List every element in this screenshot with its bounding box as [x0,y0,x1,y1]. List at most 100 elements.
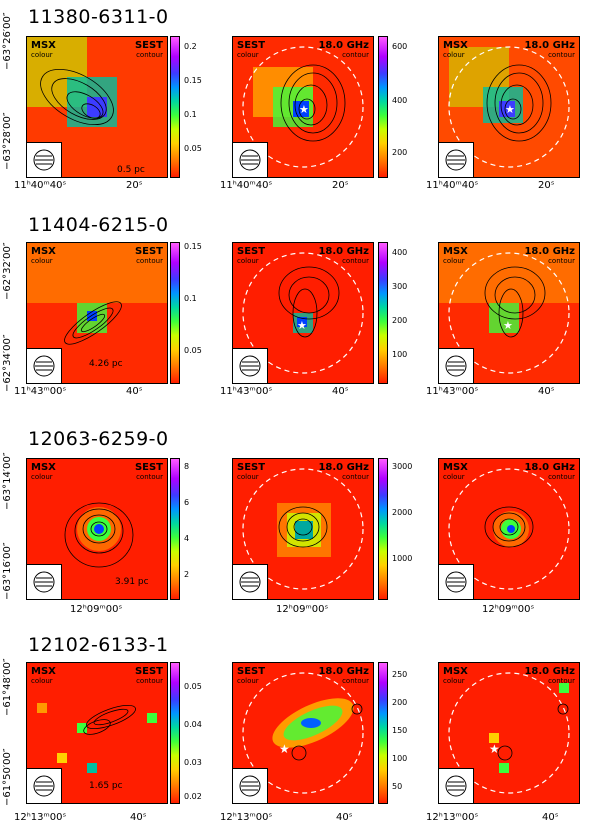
colorbar [378,662,388,804]
x-tick: 11ʰ43ᵐ00ˢ [220,386,273,397]
colour-label: SEST colour [237,40,266,60]
colorbar [378,242,388,384]
panel-sest-ghz: ★ SEST colour 18.0 GHz contour [232,662,374,804]
x-tick: 12ʰ13ᵐ00ˢ [220,812,273,823]
svg-text:★: ★ [503,319,513,332]
contour-label: 18.0 GHz contour [524,246,575,266]
y-tick: −63°16′00″ [2,542,13,600]
y-tick: −61°48′00″ [2,658,13,716]
colour-label: MSX colour [443,40,468,60]
panel-msx-ghz: MSX colour 18.0 GHz contour [438,458,580,600]
map-image: ★ [233,243,373,383]
panel-msx-sest: MSX colour SEST contour 3.91 pc [26,458,168,600]
x-tick: 40ˢ [332,386,349,397]
beam-icon [27,564,62,599]
svg-text:★: ★ [299,103,309,116]
x-tick: 40ˢ [336,812,353,823]
colorbar [170,36,180,178]
x-tick: 40ˢ [126,386,143,397]
y-tick: −63°26′00″ [2,12,13,70]
source-title: 11380-6311-0 [28,6,169,28]
colour-label: SEST colour [237,462,266,482]
panel-msx-sest: MSX colour SEST contour 4.26 pc [26,242,168,384]
beam-icon [439,768,474,803]
contour-label: 18.0 GHz contour [318,246,369,266]
x-tick: 11ʰ40ᵐ40ˢ [220,180,273,191]
colour-label: MSX colour [31,246,56,266]
map-image [27,37,167,177]
scale-bar: 3.91 pc [115,577,149,587]
colour-label: MSX colour [31,40,56,60]
colour-label: MSX colour [443,666,468,686]
contour-label: SEST contour [134,462,163,482]
colorbar [170,242,180,384]
scale-bar: 1.65 pc [89,781,123,791]
x-tick: 12ʰ09ᵐ00ˢ [482,604,535,615]
colour-label: SEST colour [237,246,266,266]
panel-msx-sest: MSX colour SEST contour 0.5 pc [26,36,168,178]
x-tick: 12ʰ09ᵐ00ˢ [70,604,123,615]
x-tick: 20ˢ [538,180,555,191]
contour-label: SEST contour [134,40,163,60]
x-tick: 12ʰ09ᵐ00ˢ [276,604,329,615]
beam-icon [233,142,268,177]
x-tick: 40ˢ [542,812,559,823]
colour-label: MSX colour [31,462,56,482]
panel-sest-ghz: ★ SEST colour 18.0 GHz contour [232,242,374,384]
x-tick: 12ʰ13ᵐ00ˢ [14,812,67,823]
colour-label: MSX colour [443,246,468,266]
x-tick: 12ʰ13ᵐ00ˢ [426,812,479,823]
beam-icon [439,348,474,383]
scale-bar: 0.5 pc [117,165,145,175]
beam-icon [439,564,474,599]
beam-icon [439,142,474,177]
panel-msx-ghz: ★ MSX colour 18.0 GHz contour [438,36,580,178]
y-tick: −63°28′00″ [2,112,13,170]
svg-text:★: ★ [505,103,515,116]
x-tick: 40ˢ [130,812,147,823]
contour-label: SEST contour [134,246,163,266]
svg-text:★: ★ [489,742,500,756]
beam-icon [27,348,62,383]
source-title: 11404-6215-0 [28,214,169,236]
x-tick: 20ˢ [126,180,143,191]
beam-icon [233,348,268,383]
x-tick: 40ˢ [538,386,555,397]
contour-label: 18.0 GHz contour [318,40,369,60]
colorbar [170,662,180,804]
x-tick: 11ʰ40ᵐ40ˢ [14,180,67,191]
contour-label: 18.0 GHz contour [524,666,575,686]
beam-icon [233,768,268,803]
colorbar [170,458,180,600]
y-tick: −61°50′00″ [2,748,13,806]
x-tick: 11ʰ43ᵐ00ˢ [426,386,479,397]
svg-text:★: ★ [297,319,307,332]
source-title: 12102-6133-1 [28,634,169,656]
contour-label: 18.0 GHz contour [524,40,575,60]
contour-label: 18.0 GHz contour [318,666,369,686]
panel-msx-sest: MSX colour SEST contour 1.65 pc [26,662,168,804]
x-tick: 20ˢ [332,180,349,191]
x-tick: 11ʰ40ᵐ40ˢ [426,180,479,191]
contour-label: 18.0 GHz contour [318,462,369,482]
contour-label: SEST contour [134,666,163,686]
panel-sest-ghz: ★ SEST colour 18.0 GHz contour [232,36,374,178]
x-tick: 11ʰ43ᵐ00ˢ [14,386,67,397]
source-title: 12063-6259-0 [28,428,169,450]
colour-label: MSX colour [31,666,56,686]
y-tick: −62°34′00″ [2,334,13,392]
panel-msx-ghz: ★ MSX colour 18.0 GHz contour [438,242,580,384]
beam-icon [27,142,62,177]
map-image: ★ [439,37,579,177]
y-tick: −62°32′00″ [2,242,13,300]
colour-label: MSX colour [443,462,468,482]
beam-icon [233,564,268,599]
contour-label: 18.0 GHz contour [524,462,575,482]
colour-label: SEST colour [237,666,266,686]
y-tick: −63°14′00″ [2,452,13,510]
colorbar [378,36,388,178]
beam-icon [27,768,62,803]
svg-text:★: ★ [279,742,290,756]
panel-sest-ghz: SEST colour 18.0 GHz contour [232,458,374,600]
colorbar [378,458,388,600]
